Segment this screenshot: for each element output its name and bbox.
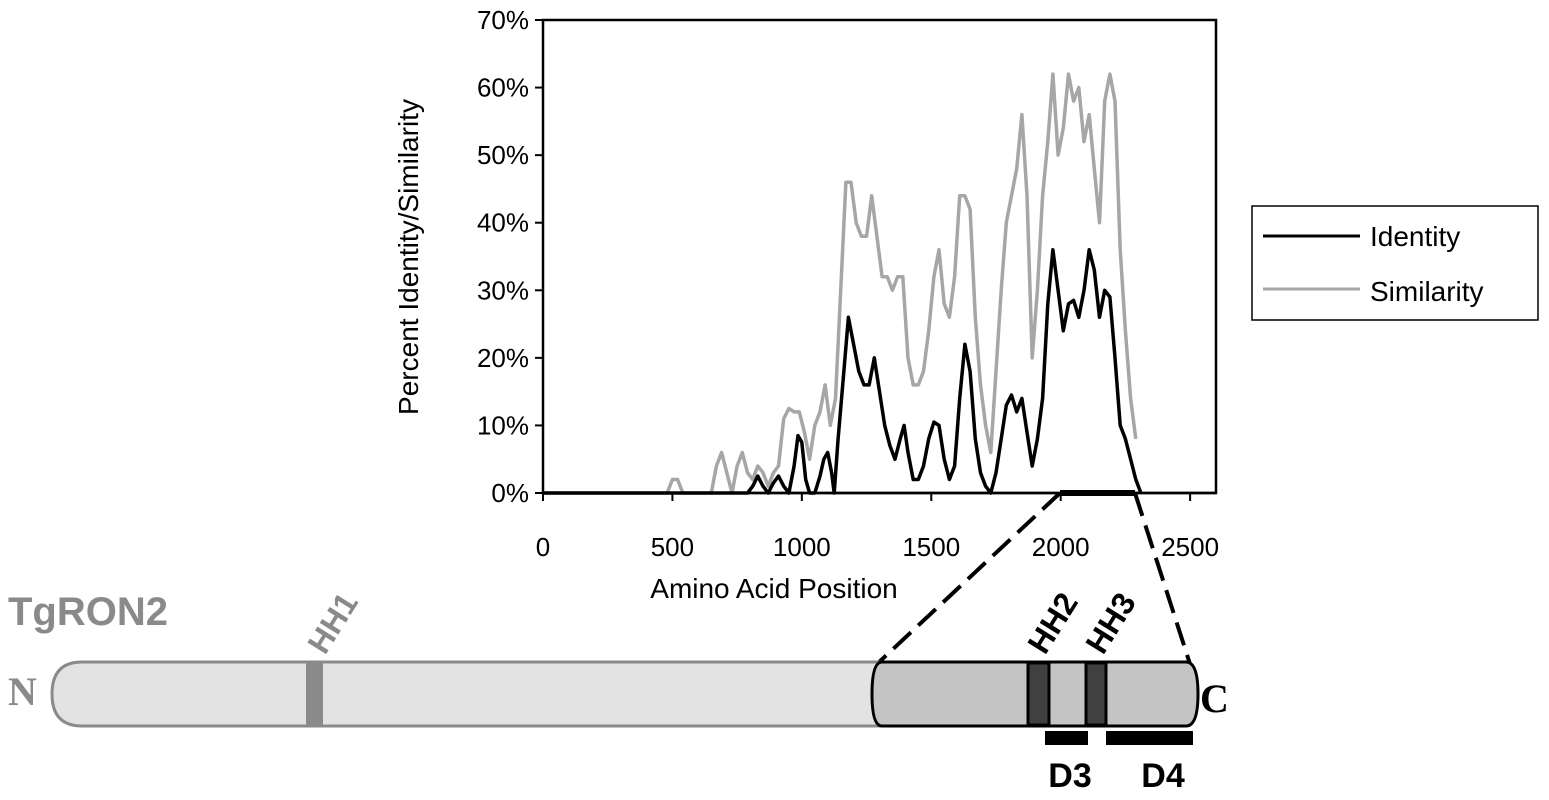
x-ticks: 0 500 1000 1500 2000 2500	[536, 493, 1219, 562]
d3-label: D3	[1048, 757, 1091, 795]
series-line-identity	[543, 247, 1143, 495]
x-tick-label: 1000	[773, 532, 831, 562]
y-tick-label: 10%	[477, 410, 529, 440]
hh2-band	[1026, 661, 1051, 727]
x-axis-title: Amino Acid Position	[650, 573, 897, 604]
y-tick-label: 60%	[477, 73, 529, 103]
legend: Identity Similarity	[1251, 205, 1539, 321]
series-layer	[543, 72, 1143, 495]
y-ticks: 0% 10% 20% 30% 40% 50% 60% 70%	[477, 5, 543, 508]
n-terminus-label: N	[8, 669, 37, 714]
y-tick-label: 0%	[491, 478, 529, 508]
d4-label: D4	[1141, 757, 1185, 795]
chart: 0% 10% 20% 30% 40% 50% 60% 70% 0 500 1000 1500 2000…	[393, 5, 1219, 604]
x-tick-label: 2500	[1161, 532, 1219, 562]
y-tick-label: 50%	[477, 140, 529, 170]
protein-body-light	[50, 660, 882, 728]
hh3-band	[1084, 661, 1108, 727]
zoom-connector-left	[875, 491, 1062, 666]
y-tick-label: 30%	[477, 275, 529, 305]
c-terminus-label: C	[1200, 676, 1229, 721]
protein-diagram: TgRON2 N HH1 HH2 HH3 C D3 D4	[8, 586, 1229, 795]
protein-name: TgRON2	[8, 590, 168, 634]
d4-bar	[1106, 731, 1193, 745]
hh1-band	[306, 662, 323, 726]
hh2-label: HH2	[1020, 586, 1084, 659]
x-tick-label: 500	[651, 532, 694, 562]
y-tick-label: 70%	[477, 5, 529, 35]
x-tick-label: 0	[536, 532, 550, 562]
y-tick-label: 20%	[477, 343, 529, 373]
y-tick-label: 40%	[477, 208, 529, 238]
series-line-similarity	[543, 72, 1138, 495]
x-tick-label: 2000	[1032, 532, 1090, 562]
x-tick-label: 1500	[902, 532, 960, 562]
d3-bar	[1045, 731, 1088, 745]
zoom-connector-right	[1133, 492, 1192, 665]
hh3-label: HH3	[1078, 586, 1142, 659]
y-axis-title: Percent Identity/Similarity	[393, 99, 424, 415]
hh1-label: HH1	[300, 586, 364, 659]
legend-box	[1251, 205, 1539, 321]
legend-identity-label: Identity	[1370, 221, 1460, 252]
legend-similarity-label: Similarity	[1370, 276, 1484, 307]
